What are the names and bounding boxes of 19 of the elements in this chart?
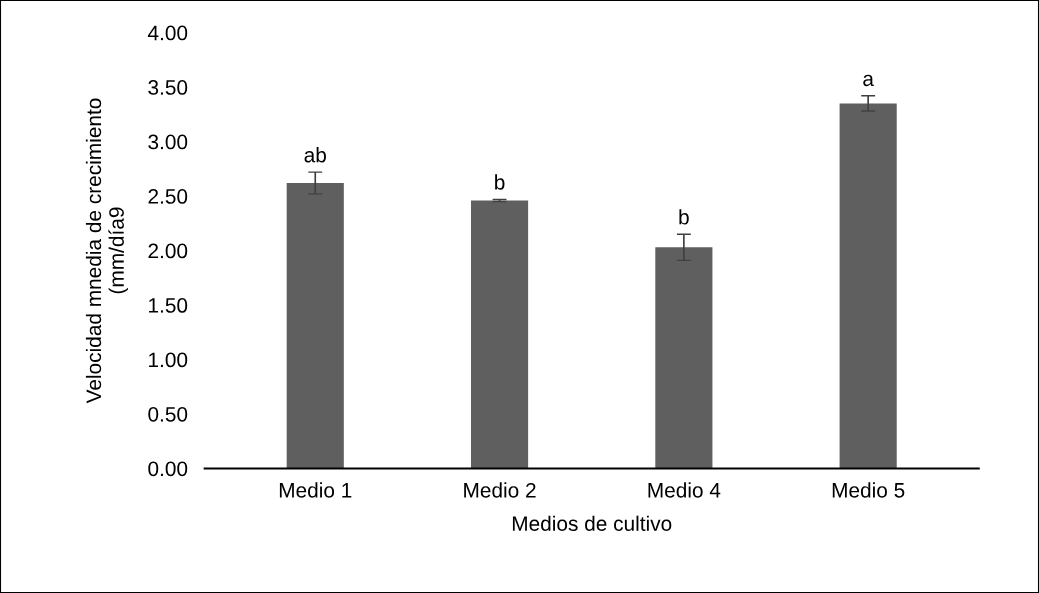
y-tick-label: 3.50 <box>148 80 188 95</box>
annotation: b <box>495 174 505 190</box>
x-axis-title: Medios de cultivo <box>512 515 672 531</box>
x-tick-label: Medio 1 <box>279 482 352 498</box>
x-tick-label: Medio 4 <box>648 482 721 498</box>
x-tick-label: Medio 2 <box>464 482 536 498</box>
annotation: b <box>679 209 689 225</box>
y-tick-label: 1.50 <box>149 298 188 313</box>
y-tick-label: 1.00 <box>149 352 188 368</box>
x-tick-label: Medio 5 <box>832 482 905 498</box>
y-tick-label: 0.00 <box>148 461 188 477</box>
y-tick-label: 4.00 <box>147 25 188 41</box>
annotation: ab <box>304 147 326 163</box>
y-tick-label: 2.00 <box>148 243 188 259</box>
y-tick-label: 2.50 <box>148 189 188 204</box>
y-tick-label: 0.50 <box>148 406 188 422</box>
annotation: a <box>863 74 874 87</box>
y-tick-label: 3.00 <box>148 134 188 150</box>
y-axis-title: Velocidad mnedia de crecimiento (mm/día9 <box>85 98 129 404</box>
